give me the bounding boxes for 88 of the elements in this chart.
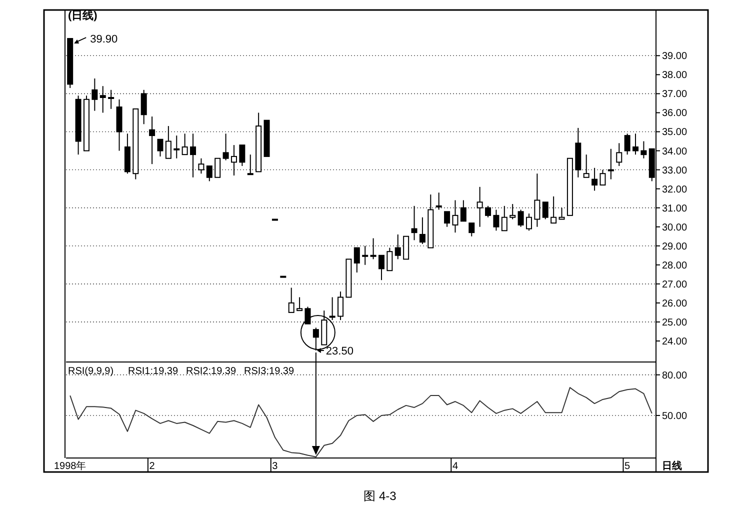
candlestick [460, 200, 466, 222]
candlestick [288, 287, 294, 313]
y-tick-label: 80.00 [662, 370, 688, 382]
y-tick-label: 28.00 [662, 260, 688, 272]
candlestick [632, 133, 639, 156]
chart-title: (日线) [68, 9, 98, 22]
line-series [70, 387, 652, 458]
candlestick [198, 158, 204, 174]
caption: 图 4-3 [364, 489, 397, 503]
candlestick [165, 126, 172, 159]
chart-title: RSI(9,9,9) [68, 366, 114, 377]
candlestick [485, 205, 492, 218]
candlestick [140, 89, 147, 125]
candlestick [296, 296, 303, 312]
candlestick [468, 222, 475, 237]
candlestick [452, 200, 458, 234]
candlestick [608, 148, 614, 180]
candlestick [640, 140, 647, 159]
candlestick [247, 154, 254, 176]
annotation: RSI1:19.39 [128, 366, 178, 377]
candlestick [411, 205, 418, 241]
candlestick [239, 144, 246, 166]
x-tick-label: 1998年 [54, 460, 86, 472]
candlestick [338, 291, 344, 321]
candlestick [600, 169, 606, 186]
y-tick-label: 26.00 [662, 298, 688, 310]
candlestick [92, 78, 98, 112]
candlestick [108, 89, 114, 110]
candlestick [190, 133, 196, 178]
candlestick [403, 236, 410, 260]
candlestick [550, 196, 557, 224]
candlestick [182, 133, 188, 156]
candlestick [624, 133, 630, 156]
candlestick [583, 154, 590, 178]
candlestick [558, 207, 565, 220]
candlestick [616, 142, 622, 166]
candlestick [534, 173, 540, 228]
y-tick-label: 25.00 [662, 317, 688, 328]
candlestick [510, 204, 516, 220]
y-tick-label: 33.00 [662, 165, 688, 176]
candlestick [100, 86, 106, 114]
candlestick [542, 202, 548, 220]
candlestick [329, 296, 336, 321]
candlestick [436, 192, 442, 210]
candlestick [592, 167, 598, 192]
candlestick [378, 254, 384, 281]
candlestick [526, 213, 532, 232]
y-tick-label: 27.00 [662, 279, 688, 290]
x-tick-label: 2 [149, 461, 156, 472]
y-tick-label: 35.00 [662, 127, 688, 138]
candlestick [444, 211, 450, 228]
y-tick-label: 30.00 [662, 222, 688, 234]
annotation: RSI2:19.39 [186, 366, 236, 377]
x-tick-label: 3 [272, 461, 278, 472]
candlestick [386, 247, 393, 272]
annotation: RSI3:19.39 [244, 366, 294, 377]
annotation: 23.50 [326, 345, 354, 358]
candlestick [518, 209, 524, 228]
y-tick-label: 50.00 [662, 410, 688, 422]
candlestick [370, 238, 376, 260]
candlestick [174, 135, 180, 159]
y-tick-label: 37.00 [662, 89, 688, 100]
x-tick-label: 5 [624, 461, 631, 472]
candlestick [362, 245, 368, 266]
y-tick-label: 32.00 [662, 184, 688, 196]
candlestick [354, 247, 360, 273]
y-tick-label: 39.00 [662, 51, 688, 62]
y-tick-label: 31.00 [662, 203, 688, 214]
candlestick [214, 158, 221, 178]
candlestick [501, 205, 508, 232]
y-tick-label: 29.00 [662, 241, 688, 252]
candlestick [149, 116, 156, 165]
y-tick-label: 36.00 [662, 108, 688, 120]
y-tick-label: 24.00 [662, 336, 688, 348]
text: 日线 [662, 460, 682, 472]
candlestick [230, 144, 237, 176]
candlestick [476, 186, 483, 228]
x-tick-label: 4 [452, 461, 458, 472]
y-tick-label: 34.00 [662, 146, 688, 158]
candlestick [206, 165, 212, 182]
candlestick [493, 209, 500, 232]
annotation: 39.90 [90, 34, 118, 46]
y-tick-label: 38.00 [662, 70, 688, 82]
candlestick [419, 216, 426, 244]
candlestick [304, 306, 311, 324]
candlestick [222, 133, 229, 161]
candlestick [157, 138, 164, 157]
candlestick [394, 234, 401, 260]
